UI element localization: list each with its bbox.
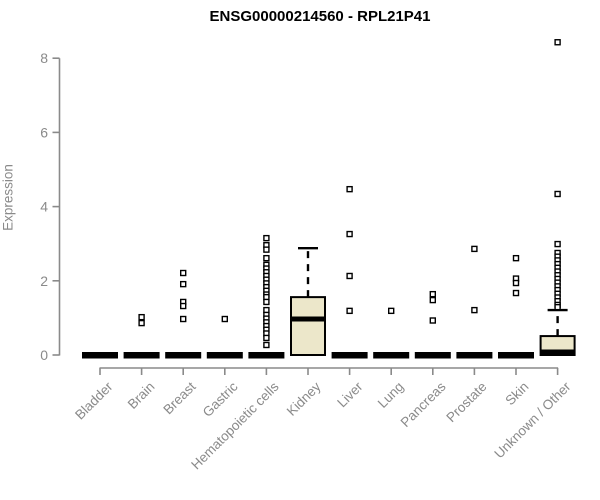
outlier-point [554,303,561,311]
outlier-point [221,315,229,323]
collapsed-box-pancreas [414,352,451,359]
outlier-point [179,302,187,310]
collapsed-box-breast [165,352,202,359]
outlier-point [512,279,520,287]
outlier-point [471,306,478,314]
outlier-point [179,269,187,277]
outlier-point [554,39,561,46]
outlier-point [429,296,436,304]
collapsed-box-bladder [82,352,118,359]
outlier-point [346,185,353,193]
collapsed-box-skin [498,352,534,359]
outlier-point [554,240,561,248]
outlier-point [471,245,478,253]
y-tick-label: 0 [40,347,48,363]
outlier-point [512,289,520,297]
collapsed-box-hematopoietic-cells [248,352,285,359]
outlier-point [346,307,353,315]
collapsed-box-lung [373,352,410,359]
y-tick-label: 6 [40,124,48,140]
outlier-point [179,315,187,323]
collapsed-box-brain [123,352,160,359]
y-tick-label: 8 [40,50,48,66]
collapsed-box-liver [331,352,368,359]
outlier-point [554,190,561,198]
outlier-point [263,298,270,306]
outlier-point [429,317,436,324]
outlier-point [179,280,187,288]
collapsed-box-gastric [206,352,243,359]
chart-title: ENSG00000214560 - RPL21P41 [209,8,431,25]
outlier-point [138,313,145,321]
collapsed-box-prostate [456,352,493,359]
outlier-point [138,319,145,327]
outlier-point [388,307,395,315]
y-tick-label: 4 [40,199,48,215]
outlier-point [346,272,353,280]
outlier-point [263,246,270,253]
outlier-point [263,334,270,342]
outlier-point [346,230,353,238]
outlier-point [512,254,520,262]
outlier-point [263,341,270,349]
box-kidney [290,296,326,356]
y-tick-label: 2 [40,273,48,289]
outlier-point [429,290,436,298]
outlier-point [263,234,270,242]
outlier-point [263,254,270,262]
